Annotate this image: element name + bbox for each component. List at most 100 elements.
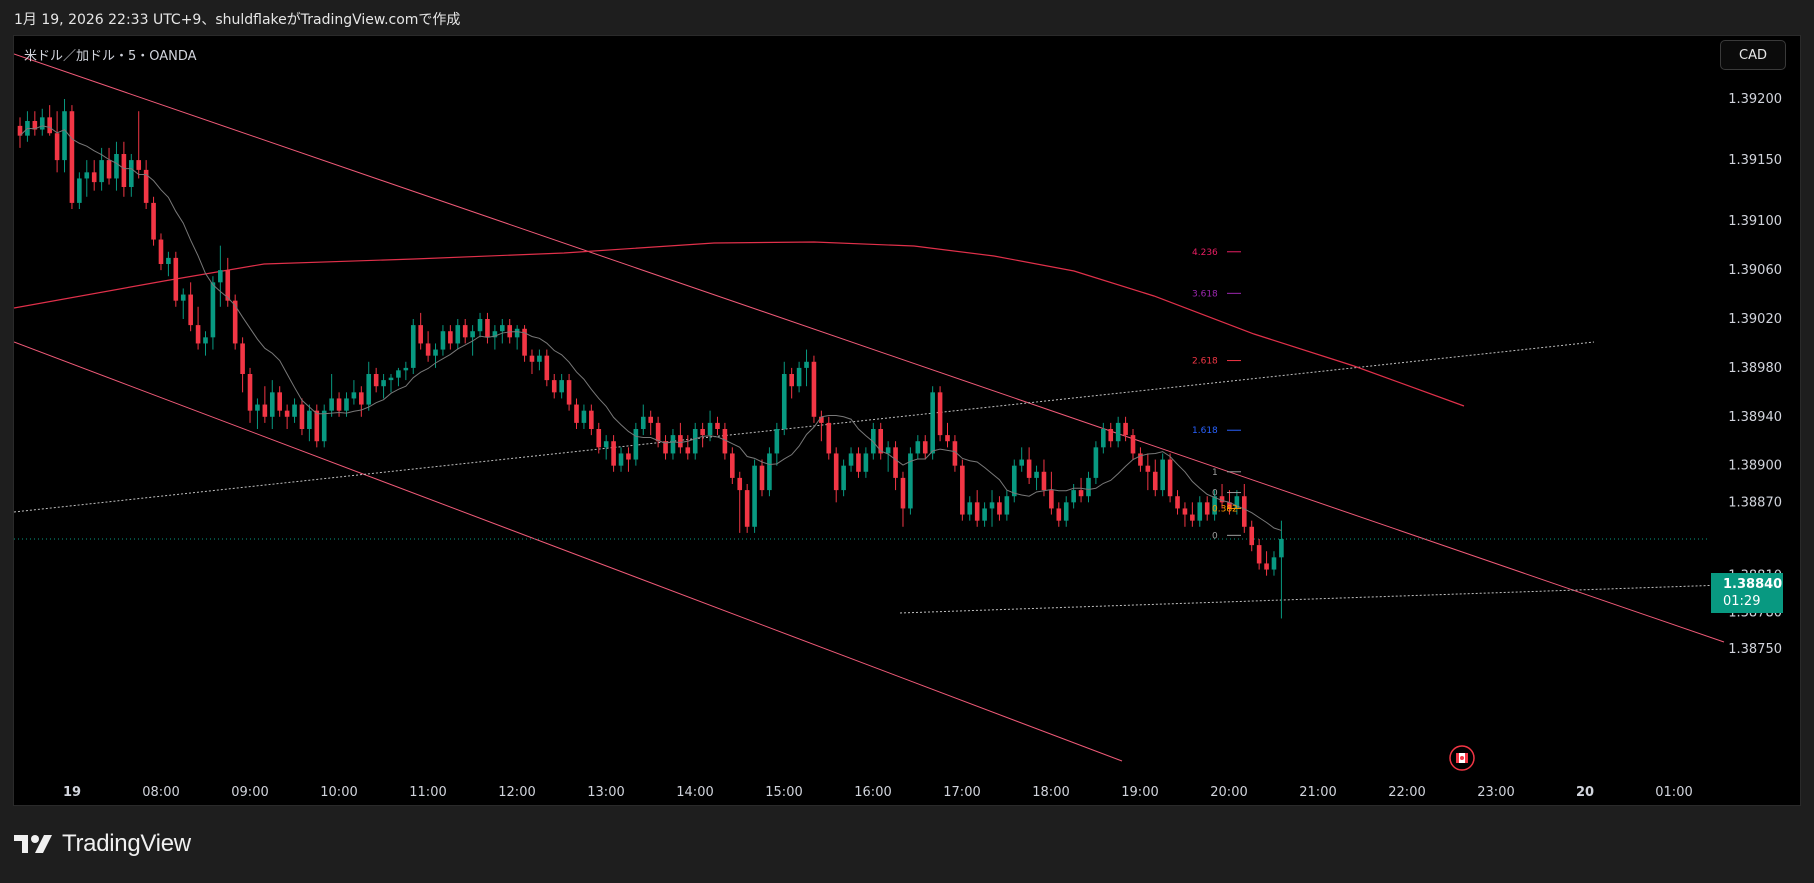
candle-body	[1049, 490, 1054, 509]
candle-body	[1063, 502, 1069, 521]
candle-body	[1175, 496, 1180, 509]
candle-body	[692, 429, 698, 454]
brand-name: TradingView	[62, 830, 191, 857]
candle-body	[1004, 496, 1010, 515]
candle-body	[203, 337, 208, 344]
tradingview-logo-icon	[14, 835, 52, 853]
candle-body	[1197, 502, 1203, 521]
dotted-trendline-lower	[899, 584, 1725, 614]
candle-body	[418, 325, 423, 344]
candle-body	[410, 325, 416, 368]
candle-body	[908, 453, 913, 509]
x-tick-label: 08:00	[142, 785, 179, 800]
candle-body	[440, 331, 446, 350]
candle-body	[915, 441, 921, 454]
candle-body	[32, 121, 38, 130]
candle-body	[39, 117, 45, 130]
candle-body	[1279, 539, 1284, 558]
candle-body	[893, 447, 898, 478]
candle-body	[737, 477, 743, 491]
candle-body	[84, 172, 90, 179]
candle-body	[848, 453, 854, 466]
x-tick-label: 09:00	[231, 785, 268, 800]
candle-body	[841, 465, 846, 491]
candle-body	[618, 453, 624, 466]
candle-body	[455, 325, 461, 344]
candle-body	[559, 380, 564, 393]
candle-body	[574, 404, 579, 423]
x-tick-label: 23:00	[1477, 785, 1514, 800]
candle-body	[329, 398, 334, 411]
footer-logo[interactable]: TradingView	[14, 830, 191, 858]
candle-body	[1078, 490, 1084, 497]
candle-body	[670, 435, 676, 454]
candle-body	[292, 404, 297, 417]
candle-body	[262, 404, 268, 417]
candle-body	[403, 367, 409, 371]
candle-body	[336, 398, 342, 411]
flag-leaf	[1460, 756, 1464, 760]
candle-body	[997, 502, 1002, 515]
candle-body	[982, 508, 987, 521]
chart-caption: 1月 19, 2026 22:33 UTC+9、shuldflakeがTradi…	[14, 12, 461, 28]
candle-body	[136, 160, 142, 170]
dotted-trendline-upper	[14, 341, 1595, 513]
candle-body	[744, 490, 750, 527]
chart-area[interactable]: 1.39200 1.39150 1.39100 1.39060 1.39020 1.389…	[13, 35, 1801, 806]
candlestick-chart[interactable]: 1.39200 1.39150 1.39100 1.39060 1.39020 1.389…	[14, 36, 1800, 805]
candle-body	[789, 374, 794, 387]
candle-body	[1093, 447, 1099, 478]
candle-body	[1219, 496, 1225, 503]
candle-body	[589, 410, 594, 429]
candle-body	[373, 374, 379, 387]
candle-body	[1204, 502, 1210, 515]
candle-body	[544, 355, 550, 381]
candle-body	[1086, 477, 1091, 497]
candle-body	[477, 319, 483, 332]
candle-body	[922, 441, 928, 454]
upper-trendline	[14, 53, 1725, 643]
candle-body	[952, 441, 958, 466]
x-tick-label: 13:00	[587, 785, 624, 800]
candle-body	[707, 422, 713, 436]
candle-body	[1190, 514, 1195, 521]
candle-body	[752, 465, 757, 527]
candle-body	[819, 416, 824, 423]
fib-level-label: 0	[1212, 489, 1218, 499]
candle-body	[1242, 496, 1247, 527]
candle-body	[833, 453, 839, 491]
currency-button[interactable]: CAD	[1720, 40, 1786, 70]
candle-body	[166, 257, 171, 264]
candle-body	[462, 325, 468, 338]
candle-body	[299, 404, 305, 429]
candle-body	[1227, 502, 1232, 509]
candle-body	[960, 465, 965, 515]
candle-body	[269, 392, 275, 417]
fib-level-label: 1	[1212, 468, 1218, 478]
candle-body	[470, 331, 475, 338]
bar-countdown: 01:29	[1723, 594, 1761, 609]
x-tick-label: 15:00	[765, 785, 802, 800]
candle-body	[129, 160, 134, 187]
candle-body	[1167, 459, 1173, 497]
candle-body	[143, 169, 149, 203]
candle-body	[158, 239, 164, 264]
fib-level-label: 1.618	[1192, 426, 1218, 436]
candle-body	[507, 325, 513, 338]
symbol-label[interactable]: 米ドル／加ドル・5・OANDA	[24, 49, 197, 64]
candle-body	[277, 392, 282, 411]
candle-body	[210, 282, 216, 338]
x-tick-label: 19	[63, 785, 81, 800]
x-tick-label: 14:00	[676, 785, 713, 800]
candle-body	[366, 374, 372, 405]
x-tick-label: 11:00	[409, 785, 446, 800]
candle-body	[900, 477, 906, 509]
candle-body	[232, 300, 238, 344]
candle-body	[796, 367, 802, 387]
moving-average-long	[14, 241, 1465, 407]
candle-body	[1011, 465, 1017, 497]
candle-body	[1034, 471, 1039, 478]
x-tick-label: 21:00	[1299, 785, 1336, 800]
candle-body	[344, 398, 349, 411]
fib-level-label: 0	[1212, 531, 1218, 541]
